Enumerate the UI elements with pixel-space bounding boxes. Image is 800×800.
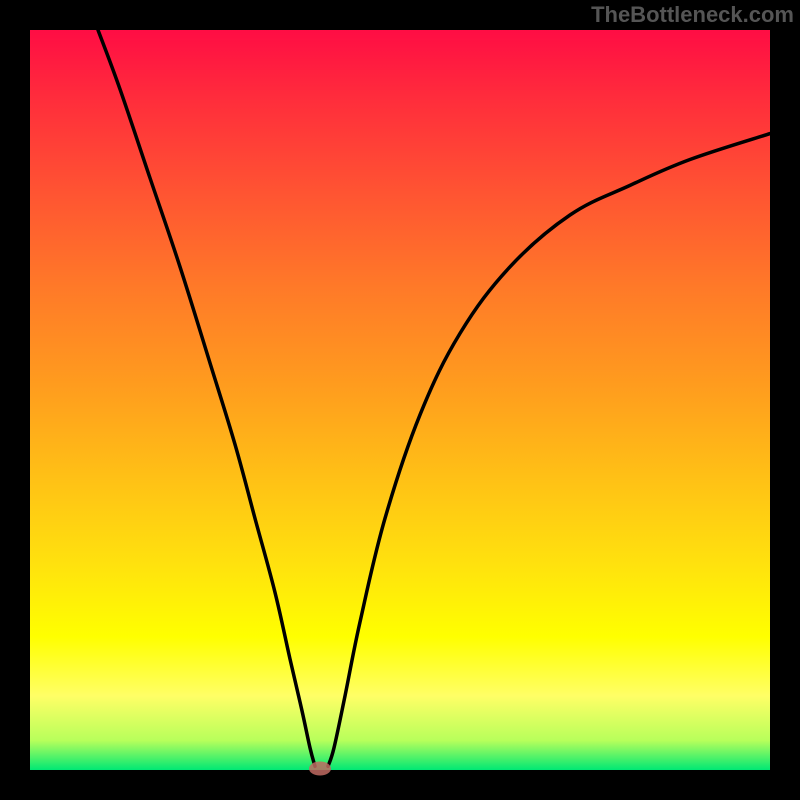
optimal-point-marker (309, 762, 331, 776)
chart-container: TheBottleneck.com (0, 0, 800, 800)
gradient-background (30, 30, 770, 770)
bottleneck-curve-chart (0, 0, 800, 800)
